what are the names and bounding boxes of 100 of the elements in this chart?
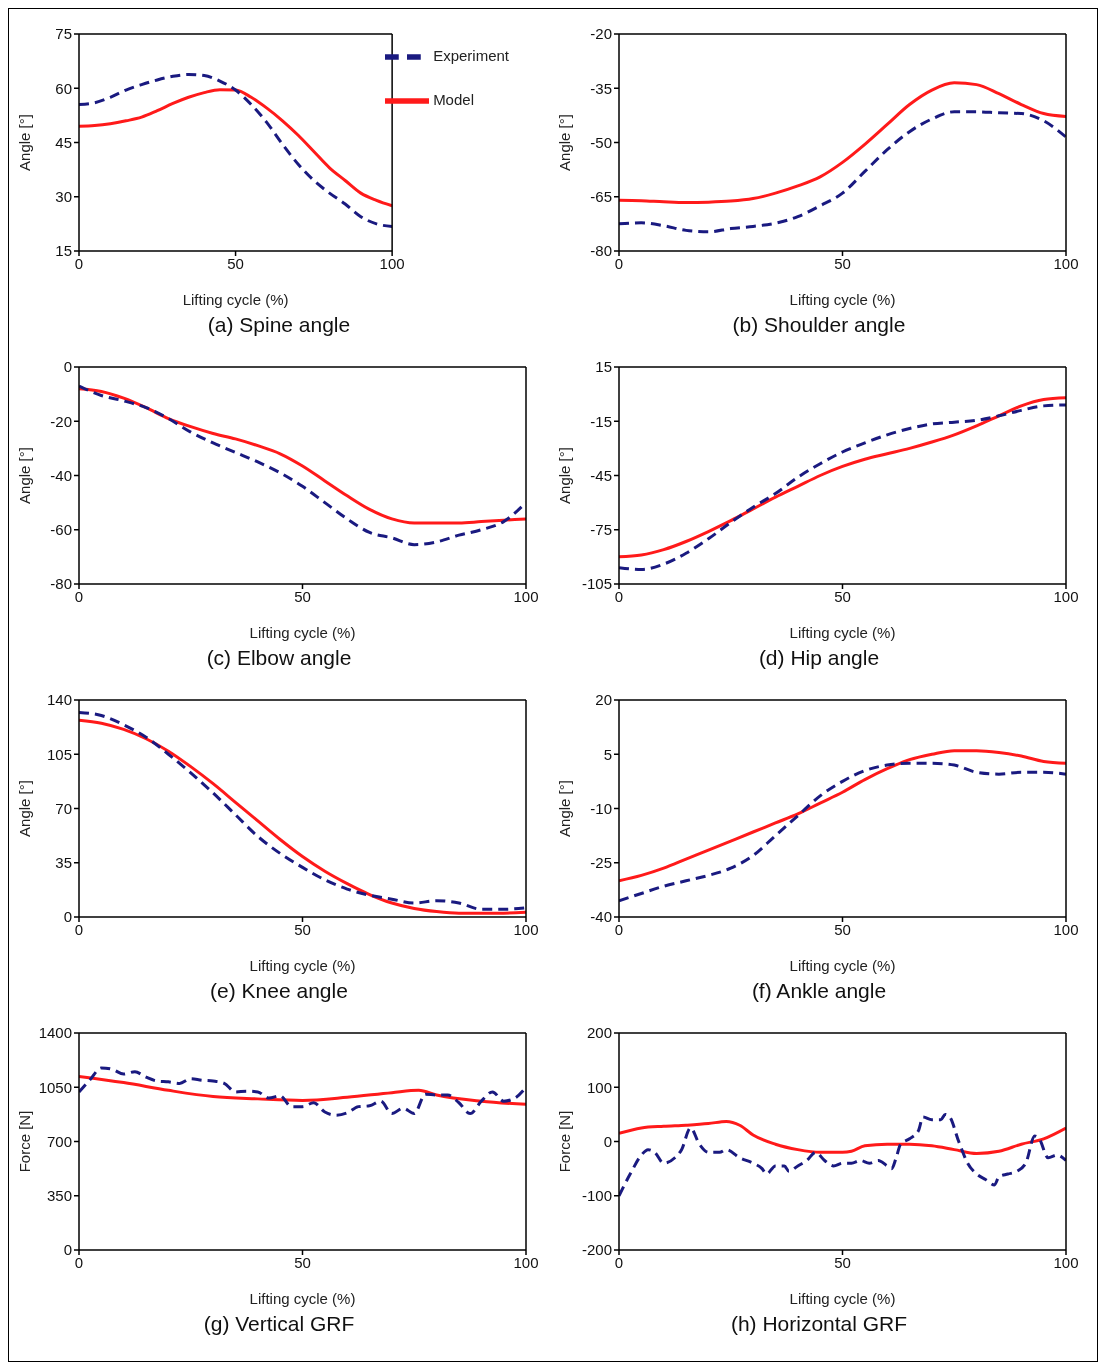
text: (h) Horizontal GRF [730, 1312, 908, 1336]
y-tick-label: 35 [55, 854, 72, 872]
y-axis-title: Force [N] [16, 1110, 34, 1173]
y-tick-label: 15 [55, 242, 72, 260]
line-series [619, 749, 1066, 883]
x-axis-title: Lifting cycle (%) [182, 291, 289, 308]
y-tick-label: -65 [590, 188, 612, 206]
x-axis-title: Lifting cycle (%) [789, 1290, 896, 1307]
y-tick-label: -80 [590, 242, 612, 260]
y-tick-label: -10 [590, 799, 612, 817]
x-tick-label: 100 [513, 587, 539, 605]
x-tick-label: 100 [1053, 587, 1079, 605]
y-tick-label: -40 [50, 466, 72, 484]
line-series [619, 110, 1066, 234]
x-axis-title: Lifting cycle (%) [249, 624, 356, 641]
x-tick-label: 50 [294, 587, 311, 605]
text: (c) Elbow angle [206, 646, 352, 670]
y-tick-label: 700 [46, 1132, 72, 1150]
x-axis-title: Lifting cycle (%) [789, 291, 896, 308]
y-axis-title: Angle [°] [16, 114, 34, 171]
y-tick-label: 75 [55, 25, 72, 43]
y-tick-label: 0 [63, 1241, 72, 1259]
y-tick-label: -45 [590, 466, 612, 484]
line-series [79, 1074, 526, 1106]
x-tick-label: 0 [614, 587, 624, 605]
line-series [79, 88, 393, 208]
y-axis-title: Angle [°] [556, 114, 574, 171]
y-tick-label: -200 [581, 1241, 612, 1259]
text: (d) Hip angle [758, 646, 880, 670]
y-tick-label: 70 [55, 799, 72, 817]
line-series [79, 387, 526, 525]
y-tick-label: -20 [50, 412, 72, 430]
y-axis-title: Angle [°] [556, 780, 574, 837]
y-tick-label: 5 [603, 745, 612, 763]
line-series [79, 73, 393, 228]
y-tick-label: -15 [590, 412, 612, 430]
x-tick-label: 0 [614, 254, 624, 272]
x-tick-label: 0 [74, 587, 84, 605]
line-series [619, 1119, 1066, 1155]
y-tick-label: -105 [581, 575, 612, 593]
y-tick-label: -80 [50, 575, 72, 593]
x-tick-label: 0 [74, 920, 84, 938]
x-axis-title: Lifting cycle (%) [249, 1290, 356, 1307]
y-tick-label: 45 [55, 133, 72, 151]
line-series [619, 1112, 1066, 1198]
x-tick-label: 50 [227, 254, 244, 272]
x-tick-label: 0 [74, 1253, 84, 1271]
line-series [79, 1066, 526, 1117]
x-tick-label: 100 [513, 920, 539, 938]
text: (g) Vertical GRF [203, 1312, 355, 1336]
x-tick-label: 100 [379, 254, 405, 272]
y-tick-label: -100 [581, 1187, 612, 1205]
x-tick-label: 50 [834, 920, 851, 938]
y-tick-label: 0 [63, 908, 72, 926]
y-axis-title: Angle [°] [16, 780, 34, 837]
y-tick-label: -25 [590, 854, 612, 872]
x-tick-label: 0 [614, 920, 624, 938]
x-tick-label: 50 [834, 1253, 851, 1271]
figure-frame: Experiment Model 0 50 100 Lifting cycle (%) 15 30 45 60 75 Angle [°] (a) Spine angle 0 50 100 Lifting cycle (%) -80 -65 -50 -35 -20 Angle [°] (b) Shoulder angle 0 50 100 Lifting cycle (%) -80 -60 -40 -20 0 Angle [°] (c) Elbow angle 0 50 100 Lifting cycle (%) -105 -75 -45 -15 15 Angle [°] (d) Hip angle 0 50 100 Lifting cycle (%) 0 35 70 105 140 Angle [°] (e) Knee angle 0 50 100 Lifting cycle (%) -40 -25 -10 5 20 Angle [°] (f) Ankle angle 0 50 100 Lifting cycle (%) 0 350 700 1050 1400 Force [N] (g) Vertical GRF 0 50 100 Lifting cycle (%) -200 -100 0 100 200 Force [N] (h) Horizontal GRF [8, 8, 1098, 1362]
y-tick-label: 30 [55, 188, 72, 206]
y-tick-label: -50 [590, 133, 612, 151]
y-tick-label: 1400 [38, 1024, 72, 1042]
y-tick-label: -75 [590, 521, 612, 539]
x-tick-label: 50 [294, 1253, 311, 1271]
x-axis-title: Lifting cycle (%) [249, 957, 356, 974]
line-series [619, 761, 1066, 903]
y-tick-label: 60 [55, 79, 72, 97]
y-tick-label: 350 [46, 1187, 72, 1205]
x-tick-label: 100 [1053, 254, 1079, 272]
y-tick-label: -40 [590, 908, 612, 926]
text: (f) Ankle angle [751, 979, 887, 1003]
text: (e) Knee angle [210, 979, 348, 1003]
line-series [619, 81, 1066, 205]
x-tick-label: 100 [513, 1253, 539, 1271]
legend-label: Model [433, 90, 474, 108]
y-tick-label: -60 [50, 521, 72, 539]
y-tick-label: 105 [46, 745, 72, 763]
y-tick-label: 140 [46, 691, 72, 709]
x-tick-label: 0 [614, 1253, 624, 1271]
x-axis-title: Lifting cycle (%) [789, 957, 896, 974]
y-tick-label: 20 [595, 691, 612, 709]
y-tick-label: 100 [586, 1078, 612, 1096]
x-tick-label: 100 [1053, 920, 1079, 938]
x-tick-label: 100 [1053, 1253, 1079, 1271]
y-tick-label: 15 [595, 358, 612, 376]
text: (a) Spine angle [207, 313, 351, 337]
y-tick-label: 0 [603, 1132, 612, 1150]
y-tick-label: -35 [590, 79, 612, 97]
y-tick-label: 200 [586, 1024, 612, 1042]
y-tick-label: 1050 [38, 1078, 72, 1096]
x-tick-label: 50 [834, 254, 851, 272]
y-axis-title: Angle [°] [556, 447, 574, 504]
x-axis-title: Lifting cycle (%) [789, 624, 896, 641]
y-tick-label: 0 [63, 358, 72, 376]
x-tick-label: 50 [834, 587, 851, 605]
x-tick-label: 50 [294, 920, 311, 938]
text: (b) Shoulder angle [732, 313, 906, 337]
x-tick-label: 0 [74, 254, 84, 272]
y-tick-label: -20 [590, 25, 612, 43]
legend-label: Experiment [433, 46, 509, 64]
